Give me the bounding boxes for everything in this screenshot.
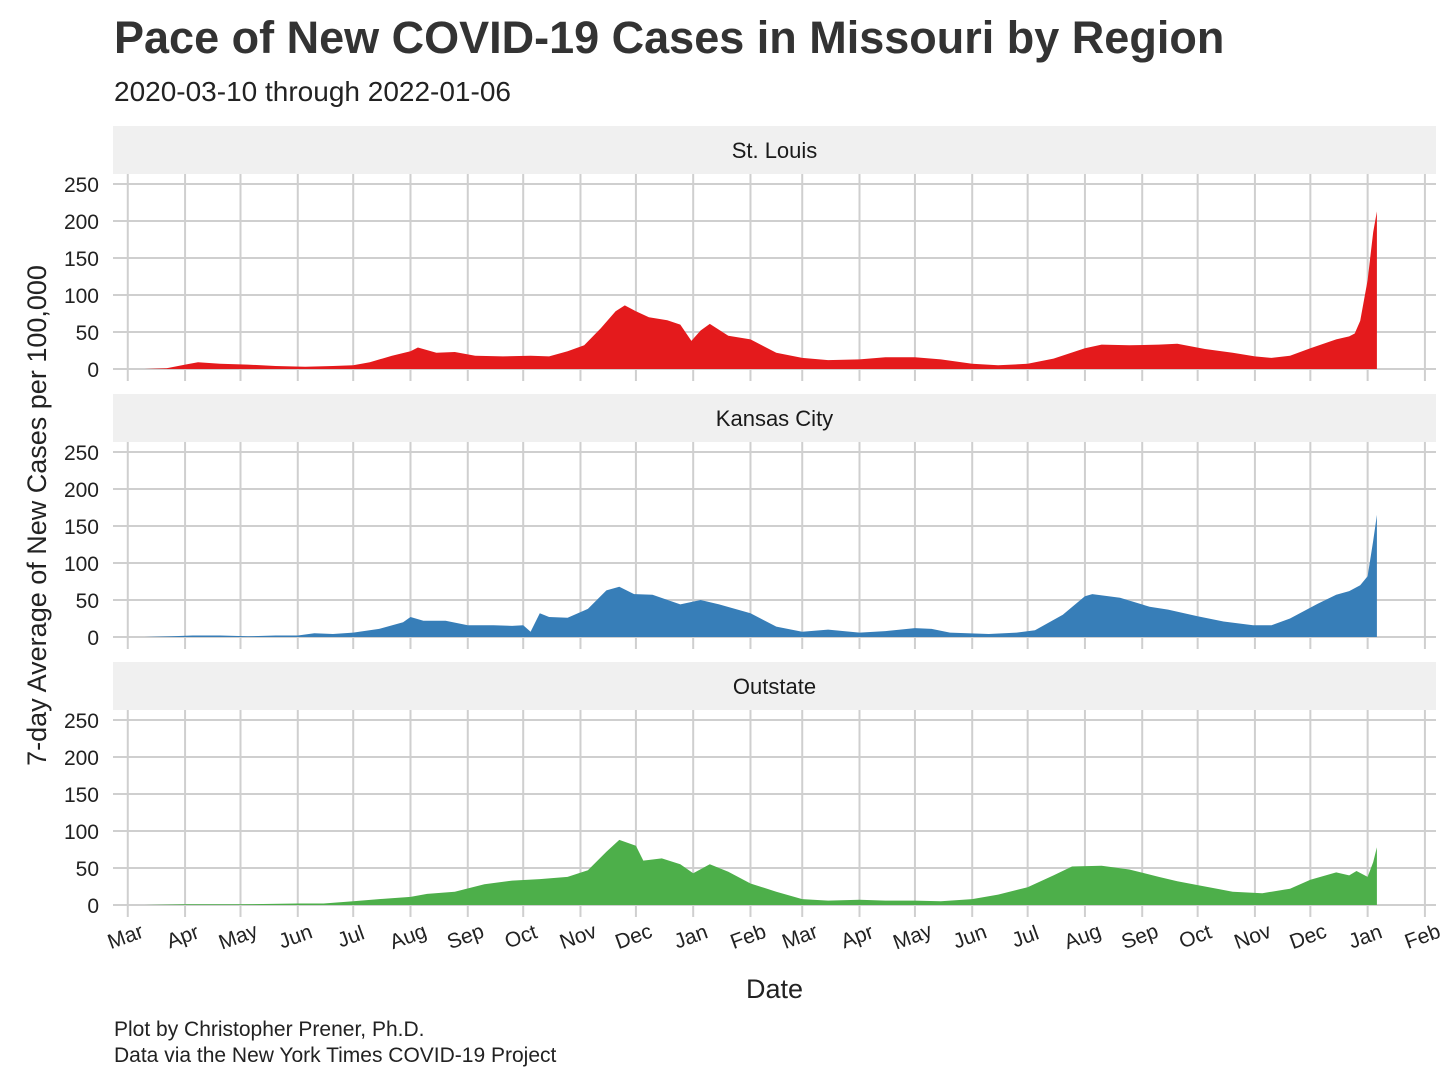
- facet-label: Outstate: [733, 674, 816, 699]
- y-tick-label: 150: [64, 784, 99, 807]
- y-tick-label: 200: [64, 479, 99, 502]
- x-tick-label: Dec: [1287, 920, 1330, 954]
- y-tick-label: 50: [76, 590, 99, 613]
- facet-label: Kansas City: [716, 406, 833, 431]
- x-tick-label: Jul: [1009, 921, 1042, 952]
- x-tick-label: Apr: [838, 920, 877, 953]
- x-tick-label: Feb: [727, 920, 769, 954]
- y-tick-label: 100: [64, 285, 99, 308]
- facet-strip-0: [113, 126, 1436, 174]
- facet-strip-2: [113, 662, 1436, 710]
- chart-title: Pace of New COVID-19 Cases in Missouri b…: [114, 12, 1225, 63]
- chart-subtitle: 2020-03-10 through 2022-01-06: [114, 76, 511, 107]
- x-tick-label: Nov: [1231, 920, 1274, 955]
- x-tick-label: Feb: [1402, 920, 1444, 954]
- x-tick-label: Dec: [612, 920, 655, 954]
- facet-label: St. Louis: [732, 138, 818, 163]
- y-tick-label: 250: [64, 174, 99, 197]
- x-tick-label: Sep: [1118, 920, 1161, 954]
- x-tick-label: Jun: [276, 920, 316, 953]
- x-tick-label: Jul: [334, 921, 367, 952]
- x-tick-label: Oct: [502, 920, 541, 953]
- caption-source: Data via the New York Times COVID-19 Pro…: [114, 1044, 557, 1067]
- x-tick-label: Nov: [557, 920, 600, 955]
- y-tick-label: 150: [64, 516, 99, 539]
- x-tick-label: Mar: [105, 920, 147, 954]
- caption-author: Plot by Christopher Prener, Ph.D.: [114, 1018, 425, 1041]
- x-tick-label: Apr: [164, 921, 203, 954]
- x-tick-label: Mar: [779, 920, 821, 954]
- area-series-2: [144, 839, 1377, 905]
- y-tick-label: 250: [64, 442, 99, 465]
- y-tick-label: 50: [76, 322, 99, 345]
- x-tick-label: Jan: [1346, 920, 1386, 953]
- y-tick-label: 50: [76, 858, 99, 881]
- y-axis-title: 7-day Average of New Cases per 100,000: [22, 265, 52, 766]
- facet-strip-1: [113, 394, 1436, 442]
- y-tick-label: 200: [64, 211, 99, 234]
- y-tick-label: 0: [87, 359, 99, 382]
- x-tick-label: Jun: [950, 920, 990, 953]
- y-tick-label: 150: [64, 248, 99, 271]
- x-tick-label: May: [216, 919, 262, 954]
- y-tick-label: 250: [64, 710, 99, 733]
- y-tick-label: 0: [87, 895, 99, 918]
- x-tick-label: Aug: [1061, 920, 1104, 954]
- y-tick-label: 100: [64, 553, 99, 576]
- area-series-1: [144, 514, 1377, 637]
- x-tick-label: Oct: [1176, 920, 1215, 953]
- x-tick-label: May: [890, 919, 936, 954]
- x-tick-label: Jan: [671, 920, 711, 953]
- x-axis-title: Date: [746, 974, 803, 1004]
- x-tick-label: Sep: [444, 920, 487, 954]
- y-tick-label: 100: [64, 821, 99, 844]
- y-tick-label: 200: [64, 747, 99, 770]
- x-tick-label: Aug: [387, 920, 430, 954]
- y-tick-label: 0: [87, 627, 99, 650]
- area-series-0: [144, 211, 1377, 369]
